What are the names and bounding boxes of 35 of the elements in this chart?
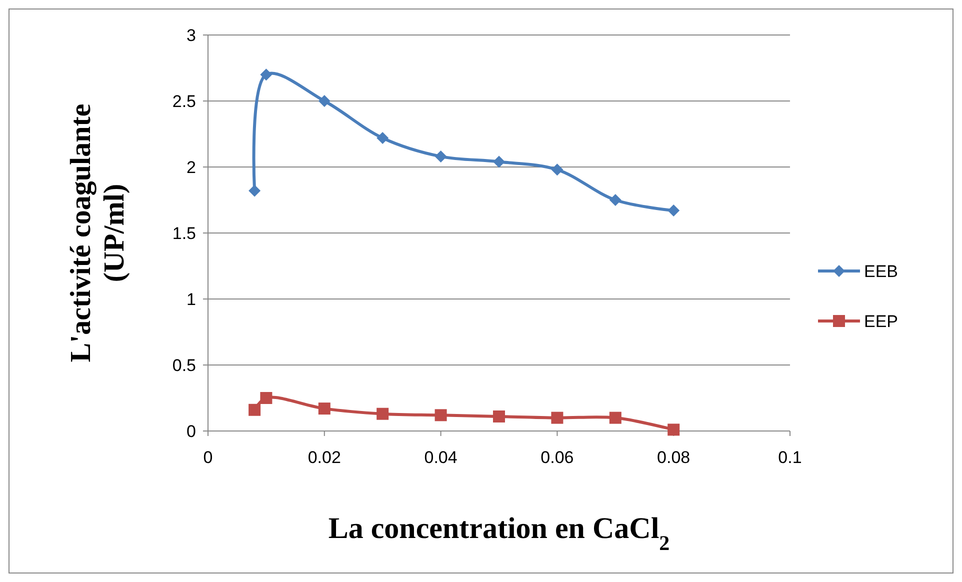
- legend-label: EEB: [864, 262, 898, 281]
- x-axis-title: La concentration en CaCl$_{2}$: [328, 512, 670, 555]
- point: [376, 408, 389, 420]
- x-tick-label: 0: [203, 448, 213, 467]
- x-tick-label: 0.02: [308, 448, 341, 467]
- point: [609, 194, 622, 206]
- point: [260, 68, 272, 81]
- x-tick-label: 0.06: [540, 448, 574, 467]
- y-tick-label: 2.5: [172, 92, 196, 111]
- point: [248, 184, 261, 197]
- point: [434, 409, 447, 422]
- point: [260, 392, 272, 404]
- x-tick-label: 0.1: [778, 448, 802, 467]
- point: [609, 412, 622, 424]
- point: [493, 156, 505, 168]
- y-tick-label: 2: [186, 158, 196, 177]
- point: [493, 410, 505, 422]
- y-tick-label: 0: [186, 422, 196, 441]
- point: [318, 95, 330, 107]
- legend-label: EEP: [864, 312, 898, 331]
- point: [376, 132, 389, 144]
- point: [434, 150, 447, 162]
- point: [668, 204, 680, 217]
- y-tick-label: 0.5: [172, 356, 196, 375]
- y-axis-title: L'activité coagulante (UP/ml): [65, 104, 130, 362]
- point: [551, 164, 564, 176]
- point: [248, 404, 261, 416]
- y-tick-label: 1: [186, 290, 196, 309]
- point: [318, 402, 330, 415]
- point: [668, 424, 680, 436]
- x-tick-label: 0.04: [424, 448, 458, 467]
- x-tick-label: 0.08: [657, 448, 690, 467]
- y-tick-label: 3: [186, 26, 196, 45]
- y-tick-label: 1.5: [172, 224, 196, 243]
- point: [551, 412, 564, 424]
